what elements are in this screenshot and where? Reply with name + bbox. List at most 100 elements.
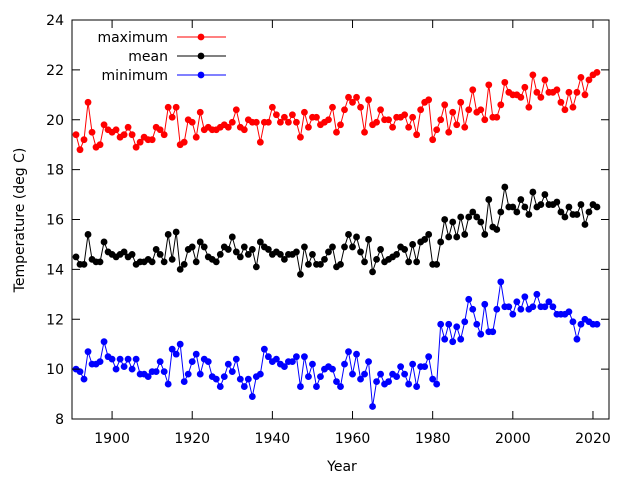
data-point-maximum [156,126,164,134]
data-point-maximum [461,123,469,131]
data-point-minimum [533,290,541,298]
data-point-minimum [437,320,445,328]
data-point-minimum [409,360,417,368]
data-point-maximum [449,108,457,116]
legend: maximum mean minimum [97,30,226,84]
data-point-minimum [541,303,549,311]
data-point-maximum [148,136,156,144]
data-point-mean [553,198,561,206]
series-minimum [72,278,601,410]
data-point-maximum [425,96,433,104]
data-point-mean [525,211,533,218]
data-point-minimum [317,373,324,381]
data-point-mean [276,251,284,258]
data-point-mean [128,251,136,258]
data-point-minimum [445,320,453,328]
data-point-mean [248,246,256,253]
data-point-maximum [285,118,292,126]
data-point-minimum [256,370,264,378]
data-point-mean [281,256,288,263]
data-point-mean [72,253,80,261]
x-tick-label: 2020 [575,431,611,447]
data-point-mean [325,248,332,256]
data-point-minimum [156,358,164,366]
ticks-layer: 1900 1920 1940 1960 1980 2000 2020 8 10 12 14 16 18 2… [46,13,611,447]
data-point-minimum [293,353,300,361]
data-point-mean [96,258,104,266]
data-point-maximum [293,118,300,126]
x-tick-label: 2000 [495,431,531,447]
legend-marker-maximum [197,33,205,41]
data-point-maximum [361,128,368,136]
data-point-mean [212,258,220,266]
data-point-minimum [192,350,200,358]
data-point-maximum [333,128,340,136]
data-point-minimum [289,358,296,366]
data-point-mean [561,213,569,221]
data-point-mean [244,251,252,258]
data-point-minimum [305,373,312,381]
y-axis-label: Temperature (deg C) [12,148,28,294]
data-point-maximum [417,106,425,114]
data-point-mean [337,260,344,268]
data-point-mean [493,226,501,233]
data-point-maximum [281,113,288,121]
data-point-minimum [168,345,176,353]
data-point-maximum [112,126,120,134]
data-point-minimum [349,370,356,378]
data-point-mean [361,258,368,266]
data-point-minimum [545,298,553,306]
y-tick-label: 20 [46,113,64,129]
data-point-mean [357,248,364,256]
data-point-mean [160,258,168,266]
data-point-maximum [297,133,304,141]
data-point-mean [192,258,200,266]
data-point-mean [152,246,160,253]
data-point-mean [317,260,324,268]
data-point-minimum [401,370,409,378]
data-point-mean [309,251,316,258]
data-point-minimum [212,375,220,383]
data-point-minimum [429,375,437,383]
data-point-maximum [497,101,505,109]
data-point-minimum [353,350,360,358]
data-point-maximum [485,81,493,89]
data-point-mean [581,221,589,228]
data-point-maximum [441,101,449,109]
data-point-mean [329,243,336,251]
data-point-minimum [337,383,344,390]
data-point-mean [573,211,581,218]
data-point-mean [481,231,489,238]
data-point-mean [256,238,264,246]
data-point-maximum [325,116,332,124]
data-point-mean [413,258,421,266]
data-point-maximum [577,73,585,81]
data-point-maximum [581,91,589,99]
data-point-maximum [192,133,200,141]
data-point-minimum [164,380,172,388]
data-point-minimum [397,363,405,371]
data-point-minimum [152,368,160,376]
data-point-maximum [276,118,284,126]
data-point-maximum [557,98,565,106]
data-point-mean [196,238,204,246]
x-tick-label: 1980 [415,431,451,447]
data-point-mean [172,228,180,236]
y-tick-label: 18 [46,163,64,179]
data-point-minimum [489,328,497,336]
data-point-mean [200,243,208,251]
data-point-mean [577,201,585,208]
data-point-minimum [240,383,248,390]
data-point-minimum [160,368,168,376]
legend-label-mean: mean [128,49,168,65]
data-point-mean [593,203,601,211]
data-point-mean [240,243,248,251]
data-point-minimum [180,378,188,385]
data-point-maximum [84,98,92,106]
data-point-maximum [128,131,136,139]
data-point-mean [513,208,521,216]
data-point-minimum [565,308,573,316]
data-point-minimum [100,338,108,346]
data-point-maximum [405,123,413,131]
data-point-maximum [541,76,549,84]
